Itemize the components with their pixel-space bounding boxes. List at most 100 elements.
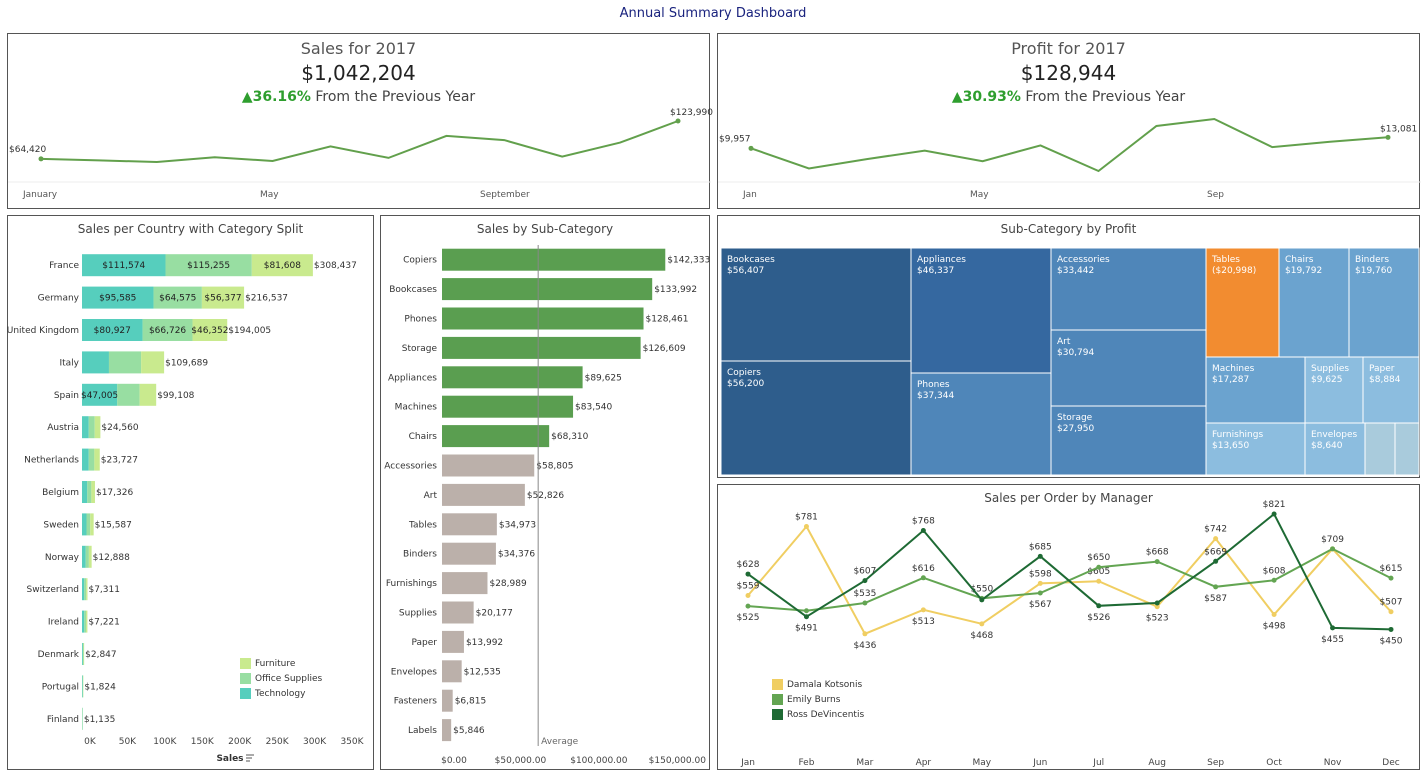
legend-office-supplies-swatch — [240, 673, 251, 684]
subcat-label: Labels — [408, 726, 437, 736]
manager-value-label: $608 — [1263, 566, 1286, 576]
legend-damala-kotsonis[interactable]: Damala Kotsonis — [772, 679, 862, 690]
subcat-label: Art — [424, 491, 438, 501]
country-bar-technology — [82, 254, 166, 277]
treemap-cell-value: $19,792 — [1285, 266, 1322, 276]
legend-ross-devincentis[interactable]: Ross DeVincentis — [772, 709, 864, 720]
legend-furniture[interactable]: Furniture — [240, 658, 295, 669]
country-bar-technology — [82, 481, 88, 503]
manager-x-tick: Jun — [1032, 758, 1047, 768]
country-label: Austria — [47, 423, 79, 433]
treemap-cell-value: $13,650 — [1212, 441, 1249, 451]
country-bar-furniture — [94, 448, 100, 471]
country-x-tick: 50K — [119, 737, 137, 747]
treemap-cell — [1205, 422, 1306, 476]
country-label: United Kingdom — [7, 326, 79, 336]
country-bar-office-supplies — [84, 610, 87, 633]
subcat-label: Binders — [403, 550, 437, 560]
country-total-label: $109,689 — [165, 358, 208, 368]
spark-label-last: $123,990 — [670, 108, 713, 118]
manager-x-tick: Mar — [856, 758, 873, 768]
manager-point — [1271, 511, 1277, 517]
treemap-cell — [1362, 356, 1420, 424]
manager-x-tick: Feb — [798, 758, 814, 768]
manager-value-label: $587 — [1204, 594, 1227, 604]
treemap-cell — [910, 247, 1052, 374]
country-label: Ireland — [48, 618, 79, 628]
country-bar-furniture — [90, 513, 94, 536]
country-label: France — [49, 261, 79, 271]
country-bar-technology — [82, 513, 87, 536]
subcat-label: Tables — [408, 520, 437, 530]
subcat-bar — [442, 719, 452, 742]
sales-kpi-change-text: From the Previous Year — [310, 89, 476, 105]
treemap-cell-name: Accessories — [1057, 255, 1110, 265]
manager-point — [862, 600, 868, 606]
country-bar-office-supplies — [88, 416, 95, 439]
country-seg-label: $95,585 — [99, 294, 136, 304]
treemap-cell-name: Binders — [1355, 255, 1389, 265]
legend-technology[interactable]: Technology — [240, 688, 305, 699]
subcat-value-label: $5,846 — [453, 726, 485, 736]
subcat-value-label: $34,973 — [499, 520, 536, 530]
subcategory-profit-treemap: Bookcases$56,407 Copiers$56,200 Appliances… — [720, 247, 1420, 476]
manager-value-label: $455 — [1321, 635, 1344, 645]
manager-point — [1037, 580, 1043, 586]
treemap-cell — [1050, 405, 1207, 476]
country-bar-technology — [82, 383, 118, 406]
spark-line — [40, 120, 679, 164]
manager-value-label: $628 — [737, 560, 760, 570]
sales-kpi-panel: Sales for 2017 $1,042,204 ▲36.16% From t… — [7, 33, 713, 209]
manager-x-tick: Nov — [1324, 758, 1342, 768]
country-label: Italy — [59, 358, 79, 368]
country-x-axis-label: Sales — [216, 754, 243, 764]
country-seg-label: $81,608 — [264, 261, 301, 271]
manager-point — [1154, 559, 1160, 565]
manager-value-label: $821 — [1263, 500, 1286, 510]
country-bar-office-supplies — [153, 286, 202, 309]
subcat-bar — [442, 395, 574, 418]
treemap-cell — [910, 372, 1052, 476]
legend-office-supplies[interactable]: Office Supplies — [240, 673, 322, 684]
manager-value-label: $768 — [912, 517, 935, 527]
spark-x-tick: May — [970, 190, 989, 200]
sales-per-country-panel: Sales per Country with Category Split Fr… — [7, 215, 374, 770]
sales-sparkline-chart: $64,420 $123,990 January May September — [8, 108, 713, 200]
subcat-x-tick: $50,000.00 — [495, 756, 547, 766]
profit-kpi-value: $128,944 — [1020, 61, 1117, 85]
spark-label-last: $13,081 — [1380, 124, 1417, 134]
country-bar-furniture — [139, 383, 157, 406]
legend-furniture-swatch — [240, 658, 251, 669]
manager-point — [1388, 626, 1394, 632]
manager-line — [747, 512, 1392, 631]
treemap-cell — [720, 360, 912, 476]
subcat-bar — [442, 366, 583, 389]
manager-point — [1096, 564, 1102, 570]
manager-value-label: $436 — [853, 641, 876, 651]
treemap-cell — [1304, 356, 1364, 424]
treemap-cell — [1348, 247, 1420, 358]
manager-point — [920, 607, 926, 613]
treemap-cell-name: Phones — [917, 380, 950, 390]
sales-kpi-change-pct: 36.16% — [252, 89, 311, 105]
subcat-bar — [442, 572, 488, 595]
manager-value-label: $507 — [1380, 598, 1403, 608]
manager-value-label: $559 — [737, 582, 760, 592]
subcat-value-label: $12,535 — [464, 667, 501, 677]
manager-value-label: $685 — [1029, 542, 1052, 552]
subcat-bar — [442, 307, 644, 330]
legend-emily-burns[interactable]: Emily Burns — [772, 694, 840, 705]
manager-value-label: $615 — [1380, 564, 1403, 574]
manager-value-label: $598 — [1029, 569, 1052, 579]
sales-by-subcategory-title: Sales by Sub-Category — [476, 222, 614, 236]
country-bar-office-supplies — [142, 319, 193, 341]
country-bar-office-supplies — [84, 578, 87, 601]
manager-value-label: $526 — [1087, 613, 1110, 623]
treemap-cell-name: Storage — [1057, 413, 1093, 423]
subcat-value-label: $52,826 — [527, 491, 564, 501]
country-bar-office-supplies — [88, 448, 95, 471]
manager-value-label: $709 — [1321, 535, 1344, 545]
spark-x-tick: September — [480, 190, 530, 200]
subcat-label: Fasteners — [394, 697, 438, 707]
country-seg-label: $64,575 — [159, 294, 196, 304]
